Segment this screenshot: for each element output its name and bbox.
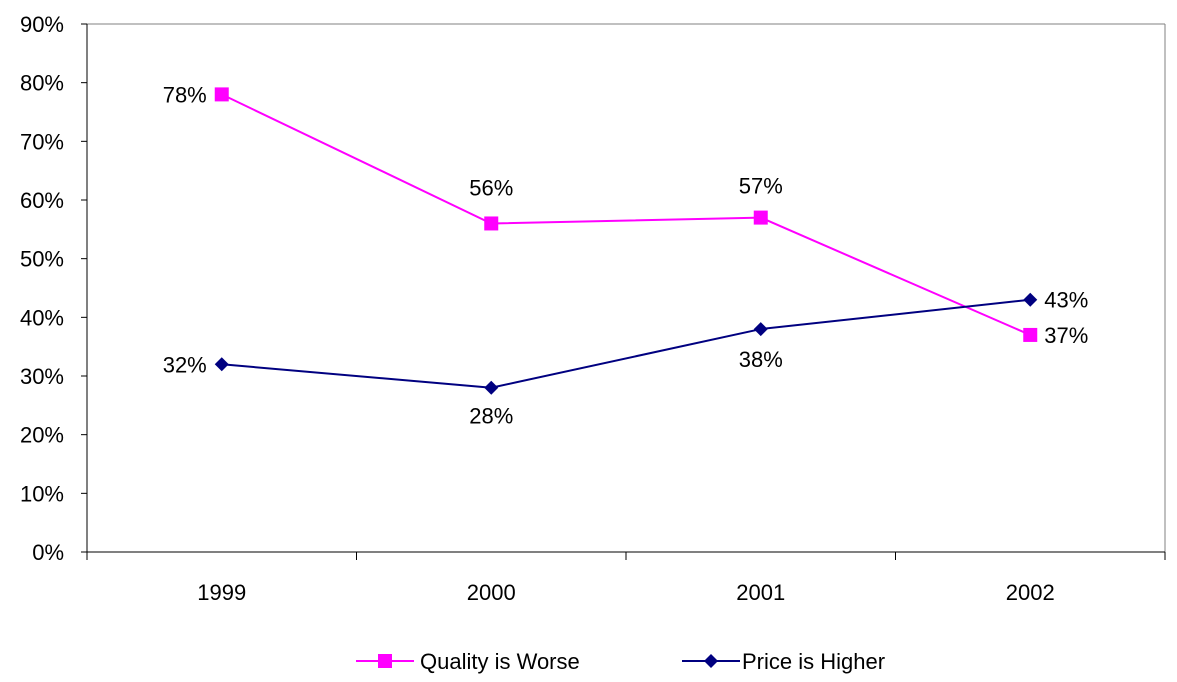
legend-label: Price is Higher bbox=[742, 649, 885, 674]
x-tick-label: 2001 bbox=[736, 580, 785, 605]
data-label: 32% bbox=[163, 352, 207, 377]
series-quality-is-worse: 78% 56% 57% 37% bbox=[163, 82, 1089, 348]
y-tick-label: 30% bbox=[20, 364, 64, 389]
data-point-square bbox=[214, 87, 229, 102]
data-label: 78% bbox=[163, 82, 207, 107]
x-tick-label: 2002 bbox=[1006, 580, 1055, 605]
data-point-square bbox=[484, 216, 499, 231]
legend-item-price-is-higher: Price is Higher bbox=[682, 649, 885, 674]
series-layer: 78% 56% 57% 37% 32% 28% 38% 43% bbox=[163, 82, 1089, 428]
legend: Quality is Worse Price is Higher bbox=[356, 649, 885, 674]
data-label: 37% bbox=[1044, 323, 1088, 348]
data-label: 28% bbox=[469, 404, 513, 429]
y-tick-label: 90% bbox=[20, 12, 64, 37]
data-point-diamond bbox=[214, 357, 229, 372]
y-tick-label: 10% bbox=[20, 481, 64, 506]
y-tick-label: 70% bbox=[20, 129, 64, 154]
y-tick-label: 20% bbox=[20, 423, 64, 448]
legend-item-quality-is-worse: Quality is Worse bbox=[356, 649, 580, 674]
data-label: 43% bbox=[1044, 288, 1088, 313]
x-tick-label: 2000 bbox=[467, 580, 516, 605]
data-point-square bbox=[753, 210, 768, 225]
legend-marker-diamond bbox=[704, 654, 718, 668]
data-label: 38% bbox=[739, 347, 783, 372]
series-line bbox=[221, 93, 1031, 336]
data-point-diamond bbox=[753, 322, 768, 337]
data-label: 57% bbox=[739, 174, 783, 199]
axes: 0% 10% 20% 30% 40% 50% 60% 70% 80% 90% 1999 2000 200… bbox=[20, 12, 1166, 605]
y-tick-label: 60% bbox=[20, 188, 64, 213]
y-tick-label: 0% bbox=[32, 540, 64, 565]
y-tick-label: 40% bbox=[20, 305, 64, 330]
x-tick-label: 1999 bbox=[197, 580, 246, 605]
series-line bbox=[221, 298, 1031, 389]
y-tick-label: 80% bbox=[20, 71, 64, 96]
legend-marker-square bbox=[378, 654, 392, 668]
data-label: 56% bbox=[469, 175, 513, 200]
series-price-is-higher: 32% 28% 38% 43% bbox=[163, 288, 1089, 429]
data-point-diamond bbox=[1023, 292, 1038, 307]
legend-label: Quality is Worse bbox=[420, 649, 580, 674]
data-point-diamond bbox=[484, 380, 499, 395]
data-point-square bbox=[1023, 327, 1038, 342]
y-tick-label: 50% bbox=[20, 247, 64, 272]
